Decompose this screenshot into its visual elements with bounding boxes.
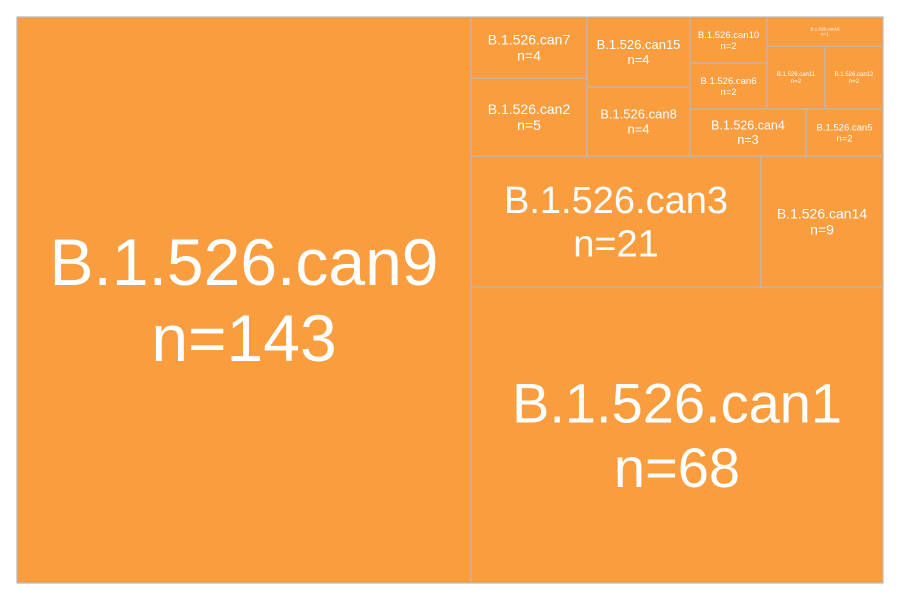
tile-label-b-1-526-can1: B.1.526.can1	[512, 371, 842, 434]
treemap-tile-b-1-526-can7	[470, 16, 588, 79]
treemap-tile-b-1-526-can1	[470, 286, 884, 584]
treemap-tile-b-1-526-can12	[824, 45, 884, 110]
treemap-tile-b-1-526-can15	[586, 16, 691, 88]
tile-label-b-1-526-can7: B.1.526.can7	[488, 31, 571, 47]
treemap-tile-b-1-526-can4	[689, 108, 807, 157]
treemap-tile-b-1-526-can3	[470, 155, 762, 288]
tile-count-b-1-526-can16: n=1	[821, 32, 829, 37]
tile-count-b-1-526-can9: n=143	[151, 301, 336, 375]
tile-label-b-1-526-can14: B.1.526.can14	[777, 205, 868, 221]
tile-count-b-1-526-can6: n=2	[720, 87, 736, 98]
tile-label-b-1-526-can6: B.1.526.can6	[701, 76, 757, 87]
tile-label-b-1-526-can3: B.1.526.can3	[504, 180, 728, 222]
tile-count-b-1-526-can2: n=5	[517, 117, 541, 133]
tile-count-b-1-526-can3: n=21	[573, 224, 659, 266]
tile-label-b-1-526-can11: B.1.526.can11	[777, 72, 816, 78]
treemap-tile-b-1-526-can9	[16, 16, 472, 584]
tile-count-b-1-526-can12: n=2	[849, 79, 860, 85]
tile-label-b-1-526-can8: B.1.526.can8	[600, 107, 677, 122]
tile-label-b-1-526-can16: B.1.526.can16	[810, 26, 840, 31]
tile-label-b-1-526-can5: B.1.526.can5	[817, 122, 873, 133]
tile-label-b-1-526-can9: B.1.526.can9	[50, 225, 439, 299]
tile-count-b-1-526-can11: n=2	[791, 79, 802, 85]
tile-count-b-1-526-can15: n=4	[627, 52, 649, 67]
tile-count-b-1-526-can7: n=4	[517, 47, 541, 63]
tile-count-b-1-526-can8: n=4	[627, 122, 649, 137]
tile-count-b-1-526-can5: n=2	[836, 133, 852, 144]
tile-label-b-1-526-can12: B.1.526.can12	[835, 72, 874, 78]
treemap-tile-b-1-526-can16	[766, 16, 884, 47]
treemap-tile-b-1-526-can6	[689, 62, 768, 110]
tile-count-b-1-526-can1: n=68	[614, 436, 740, 499]
tile-label-b-1-526-can15: B.1.526.can15	[597, 37, 681, 52]
treemap-tile-b-1-526-can2	[470, 77, 588, 157]
tile-label-b-1-526-can4: B.1.526.can4	[711, 119, 785, 133]
tile-count-b-1-526-can14: n=9	[810, 221, 834, 237]
treemap-tile-b-1-526-can11	[766, 45, 826, 110]
tile-label-b-1-526-can10: B.1.526.can10	[698, 30, 759, 41]
treemap-tile-b-1-526-can8	[586, 86, 691, 157]
treemap-tile-b-1-526-can5	[805, 108, 884, 157]
tile-count-b-1-526-can10: n=2	[720, 41, 736, 52]
tile-count-b-1-526-can4: n=3	[737, 133, 758, 147]
tile-label-b-1-526-can2: B.1.526.can2	[488, 101, 571, 117]
